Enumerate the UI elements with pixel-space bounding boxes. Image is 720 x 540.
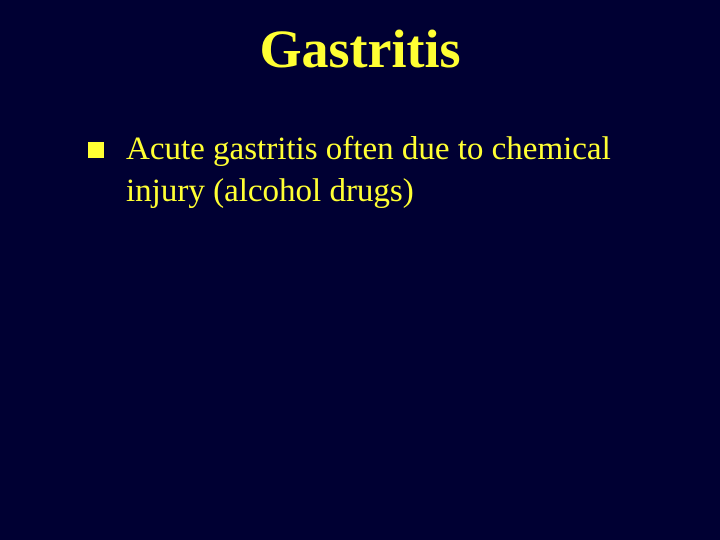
bullet-item: Acute gastritis often due to chemical in…: [88, 128, 660, 212]
slide: Gastritis Acute gastritis often due to c…: [0, 0, 720, 540]
bullet-text: Acute gastritis often due to chemical in…: [126, 128, 660, 212]
bullet-square-icon: [88, 142, 104, 158]
slide-title: Gastritis: [0, 18, 720, 80]
